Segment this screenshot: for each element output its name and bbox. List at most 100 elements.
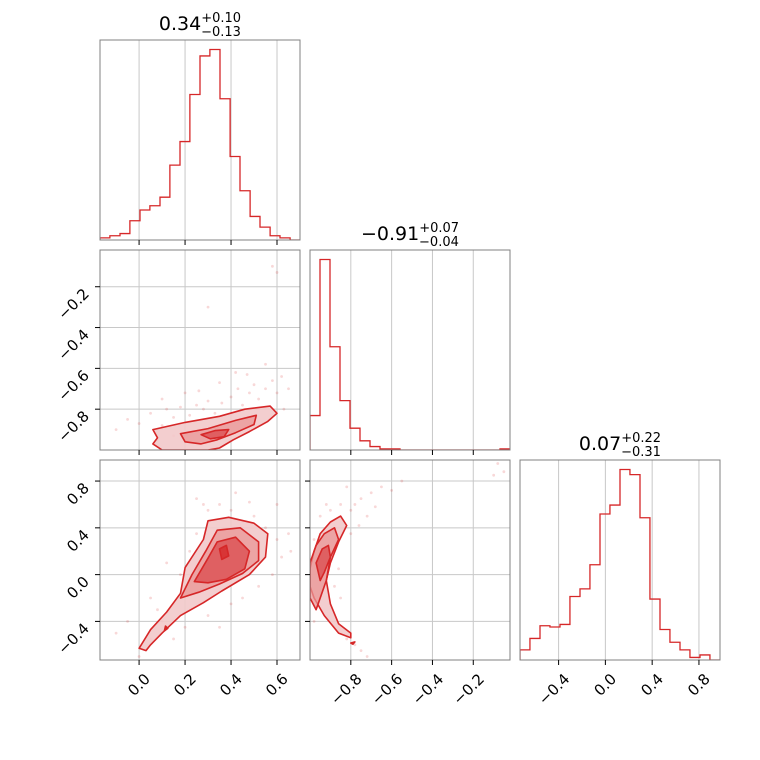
panel-frame [519,459,721,661]
x-tick-label: 0.0 [124,670,154,700]
sample-point [218,625,221,629]
sample-point [357,524,361,527]
sample-point [359,649,363,653]
y-tick-label: 0.4 [63,526,93,556]
sample-point [236,387,240,391]
panel-2-0 [95,459,301,665]
sample-point [337,567,340,571]
sample-point [241,596,244,600]
title-1: −0.91+0.07 −0.04 [361,221,459,250]
sample-point [220,401,224,405]
sample-point [280,555,284,559]
x-tick-label: 0.4 [216,670,246,700]
sample-point [365,655,369,658]
sample-point [339,596,343,600]
sample-point [492,473,496,477]
panel-1-0 [95,249,301,455]
sample-point [271,573,274,577]
sample-point [195,532,198,536]
y-tick-label: −0.8 [54,407,92,445]
sample-point [245,373,249,376]
sample-point [345,485,349,489]
sample-point [229,602,233,606]
sample-point [252,514,256,518]
sample-point [160,397,164,401]
sample-point [188,549,192,553]
sample-point [380,485,383,489]
x-tick-label: −0.2 [450,670,488,708]
sample-point [275,271,279,274]
sample-point [229,395,233,399]
panel-frame [309,249,511,451]
sample-point [206,305,210,309]
sample-point [160,424,164,427]
sample-point [218,503,221,506]
sample-point [206,614,210,617]
sample-point [126,417,129,421]
y-tick-label: −0.4 [54,620,92,658]
x-tick-label: −0.8 [327,670,365,708]
sample-point [275,503,279,506]
panel-frame [99,459,301,661]
x-tick-label: −0.4 [535,670,573,708]
sample-point [349,508,353,512]
sample-point [206,508,210,512]
sample-point [248,500,251,504]
sample-point [114,428,118,431]
sample-point [252,383,256,387]
panel-frame [309,459,511,661]
sample-point [339,503,343,506]
sample-point [257,397,261,401]
sample-point [218,381,221,385]
y-tick-label: −0.2 [54,285,92,323]
sample-point [172,415,175,419]
sample-point [213,411,217,415]
y-tick-label: −0.4 [54,326,92,364]
sample-point [195,497,198,500]
sample-point [229,508,233,512]
sample-point [172,637,175,641]
x-tick-label: −0.4 [409,670,447,708]
title-0: 0.34+0.10 −0.13 [159,11,241,40]
contour-level-2 [315,544,332,582]
sample-point [324,503,328,506]
sample-point [329,508,332,512]
sample-point [248,391,251,395]
sample-point [179,573,182,577]
panel-1-1 [309,249,511,455]
sample-point [496,462,500,465]
sample-point [234,371,238,374]
sample-point [333,584,336,588]
sample-point [400,479,404,483]
sample-point [390,489,394,492]
sample-point [287,387,290,391]
x-tick-label: 0.8 [684,670,714,700]
sample-point [202,407,205,411]
histogram-1 [310,258,510,450]
titles-and-ticks: 0.34+0.10 −0.13 −0.91+0.07 −0.04 −0.4 0.0 0.4 0… [54,11,713,709]
sample-point [183,391,187,395]
sample-point [264,526,267,530]
sample-point [149,596,152,600]
y-tick-label: 0.0 [63,573,93,603]
sample-point [264,387,267,391]
sample-point [369,491,373,495]
panel-2-1 [305,459,511,665]
histogram-0 [100,48,300,240]
x-tick-label: 0.2 [170,670,200,700]
sample-point [275,538,279,541]
sample-point [195,403,198,407]
sample-point [289,549,293,553]
sample-point [373,505,377,509]
sample-point [359,497,363,500]
sample-point [312,538,316,541]
sample-point [349,532,353,536]
x-tick-label: 0.6 [262,670,292,700]
sample-point [282,407,286,411]
panels [95,39,721,665]
panel-frame [99,39,301,241]
sample-point [365,514,369,518]
histogram-2 [520,468,720,660]
sample-point [179,405,182,409]
